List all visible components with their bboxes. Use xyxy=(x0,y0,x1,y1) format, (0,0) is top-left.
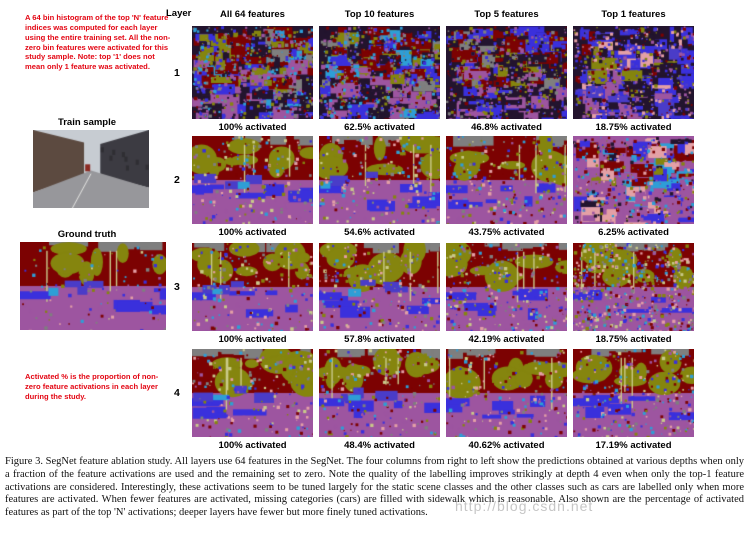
seg-cell: 100% activated xyxy=(192,26,313,134)
activation-label: 42.19% activated xyxy=(468,334,545,345)
seg-cell: 46.8% activated xyxy=(446,26,567,134)
layer-number: 1 xyxy=(174,66,180,79)
segmentation-image xyxy=(319,136,440,224)
segmentation-image xyxy=(446,243,567,331)
seg-cell: 48.4% activated xyxy=(319,349,440,452)
segmentation-image xyxy=(319,26,440,119)
histogram-note: A 64 bin histogram of the top 'N' featur… xyxy=(25,13,171,72)
activation-label: 18.75% activated xyxy=(595,334,672,345)
figure-caption: Figure 3. SegNet feature ablation study.… xyxy=(5,456,744,519)
seg-cell: 18.75% activated xyxy=(573,243,694,346)
seg-cell: 100% activated xyxy=(192,136,313,239)
segmentation-image xyxy=(192,136,313,224)
seg-cell: 100% activated xyxy=(192,243,313,346)
segmentation-image xyxy=(573,349,694,437)
train-sample-image xyxy=(33,130,149,208)
segmentation-image xyxy=(573,243,694,331)
seg-cell: 6.25% activated xyxy=(573,136,694,239)
activation-label: 100% activated xyxy=(218,122,287,133)
activation-label: 100% activated xyxy=(218,334,287,345)
seg-cell: 17.19% activated xyxy=(573,349,694,452)
column-header-top1: Top 1 features xyxy=(601,9,666,20)
segmentation-image xyxy=(573,26,694,119)
layer-column-header: Layer xyxy=(166,8,192,19)
segmentation-image xyxy=(319,349,440,437)
layer-number: 2 xyxy=(174,174,180,186)
activation-label: 6.25% activated xyxy=(598,227,669,238)
activation-label: 100% activated xyxy=(218,227,287,238)
column-header-all64: All 64 features xyxy=(220,9,285,20)
segmentation-image xyxy=(192,26,313,119)
activation-label: 43.75% activated xyxy=(468,227,545,238)
activation-label: 46.8% activated xyxy=(471,122,542,133)
seg-cell: 43.75% activated xyxy=(446,136,567,239)
seg-cell: 57.8% activated xyxy=(319,243,440,346)
activation-label: 100% activated xyxy=(218,440,287,451)
seg-cell: 54.6% activated xyxy=(319,136,440,239)
segmentation-image xyxy=(573,136,694,224)
grid-row-layer4: 4 100% activated 48.4% activated 40.62% … xyxy=(168,349,694,452)
activation-label: 54.6% activated xyxy=(344,227,415,238)
ground-truth-label: Ground truth xyxy=(57,229,117,240)
seg-cell: 42.19% activated xyxy=(446,243,567,346)
segmentation-image xyxy=(192,349,313,437)
grid-row-layer1: 1 100% activated 62.5% activated 46.8% a… xyxy=(168,26,694,134)
segmentation-image xyxy=(319,243,440,331)
activation-label: 62.5% activated xyxy=(344,122,415,133)
activation-label: 17.19% activated xyxy=(595,440,672,451)
seg-cell: 62.5% activated xyxy=(319,26,440,134)
seg-cell: 18.75% activated xyxy=(573,26,694,134)
grid-row-layer3: 3 100% activated 57.8% activated 42.19% … xyxy=(168,243,694,346)
layer-number: 4 xyxy=(174,387,180,399)
segmentation-image xyxy=(192,243,313,331)
layer-number: 3 xyxy=(174,281,180,293)
ground-truth-image xyxy=(20,242,166,330)
seg-cell: 100% activated xyxy=(192,349,313,452)
activation-label: 18.75% activated xyxy=(595,122,672,133)
activation-label: 57.8% activated xyxy=(344,334,415,345)
segmentation-image xyxy=(446,136,567,224)
seg-cell: 40.62% activated xyxy=(446,349,567,452)
activation-label: 48.4% activated xyxy=(344,440,415,451)
segmentation-image xyxy=(446,26,567,119)
column-header-top5: Top 5 features xyxy=(474,9,539,20)
train-sample-label: Train sample xyxy=(57,117,117,128)
activated-note: Activated % is the proportion of non-zer… xyxy=(25,372,159,401)
segmentation-image xyxy=(446,349,567,437)
column-header-top10: Top 10 features xyxy=(344,9,415,20)
grid-row-layer2: 2 100% activated 54.6% activated 43.75% … xyxy=(168,136,694,239)
activation-label: 40.62% activated xyxy=(468,440,545,451)
